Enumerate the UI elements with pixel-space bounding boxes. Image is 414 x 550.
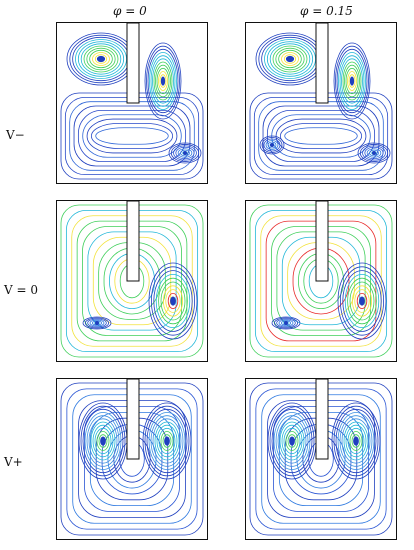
- vortex-core: [285, 55, 295, 63]
- streamline-plot: [249, 23, 393, 180]
- vortex-right: [148, 262, 198, 340]
- baffle: [126, 23, 140, 104]
- vortex-right: [333, 42, 371, 120]
- vortex-left: [271, 316, 301, 330]
- vortex-core: [349, 76, 355, 86]
- streamline-plot: [249, 201, 393, 358]
- column-header-phi-0: φ = 0: [113, 4, 147, 18]
- vortex-bottom-left: [259, 135, 285, 155]
- row-header-v-plus: V+: [4, 455, 23, 469]
- baffle: [315, 23, 329, 104]
- vortex-right: [144, 42, 182, 120]
- vortex-bottom-right: [168, 142, 202, 164]
- baffle: [315, 201, 329, 282]
- vortex-right: [142, 402, 192, 480]
- streamline-panel-vplus-phi015: [245, 378, 397, 540]
- vortex-core: [96, 55, 106, 63]
- vortex-core: [95, 321, 99, 325]
- vortex-left: [82, 316, 112, 330]
- row-header-v-zero: V = 0: [4, 283, 38, 297]
- vortex-right: [331, 402, 381, 480]
- vortex-left: [255, 32, 325, 86]
- vortex-core: [183, 151, 187, 155]
- vortex-core: [160, 76, 166, 86]
- row-header-v-minus: V−: [6, 128, 25, 142]
- streamline-plot: [60, 23, 204, 180]
- vortex-left: [78, 402, 128, 480]
- outer-streamlines: [60, 92, 204, 180]
- vortex-core: [353, 436, 359, 446]
- baffle: [315, 379, 329, 460]
- streamline-panel-vzero-phi0: [56, 200, 208, 362]
- streamline-plot: [249, 379, 393, 536]
- streamline-plot: [60, 379, 204, 536]
- vortex-right: [337, 262, 387, 340]
- vortex-core: [100, 436, 106, 446]
- streamline-panel-vplus-phi0: [56, 378, 208, 540]
- baffle: [126, 379, 140, 460]
- vortex-bottom-right: [357, 142, 391, 164]
- streamline-panel-vminus-phi015: [245, 22, 397, 184]
- streamline-panel-vminus-phi0: [56, 22, 208, 184]
- column-header-phi-0.15: φ = 0.15: [300, 4, 353, 18]
- vortex-core: [359, 296, 365, 306]
- vortex-core: [372, 151, 376, 155]
- vortex-core: [170, 296, 176, 306]
- baffle: [126, 201, 140, 282]
- vortex-left: [267, 402, 317, 480]
- vortex-left: [66, 32, 136, 86]
- vortex-core: [164, 436, 170, 446]
- streamline-plot: [60, 201, 204, 358]
- vortex-core: [284, 321, 288, 325]
- vortex-core: [289, 436, 295, 446]
- streamline-panel-vzero-phi015: [245, 200, 397, 362]
- vortex-core: [270, 143, 274, 147]
